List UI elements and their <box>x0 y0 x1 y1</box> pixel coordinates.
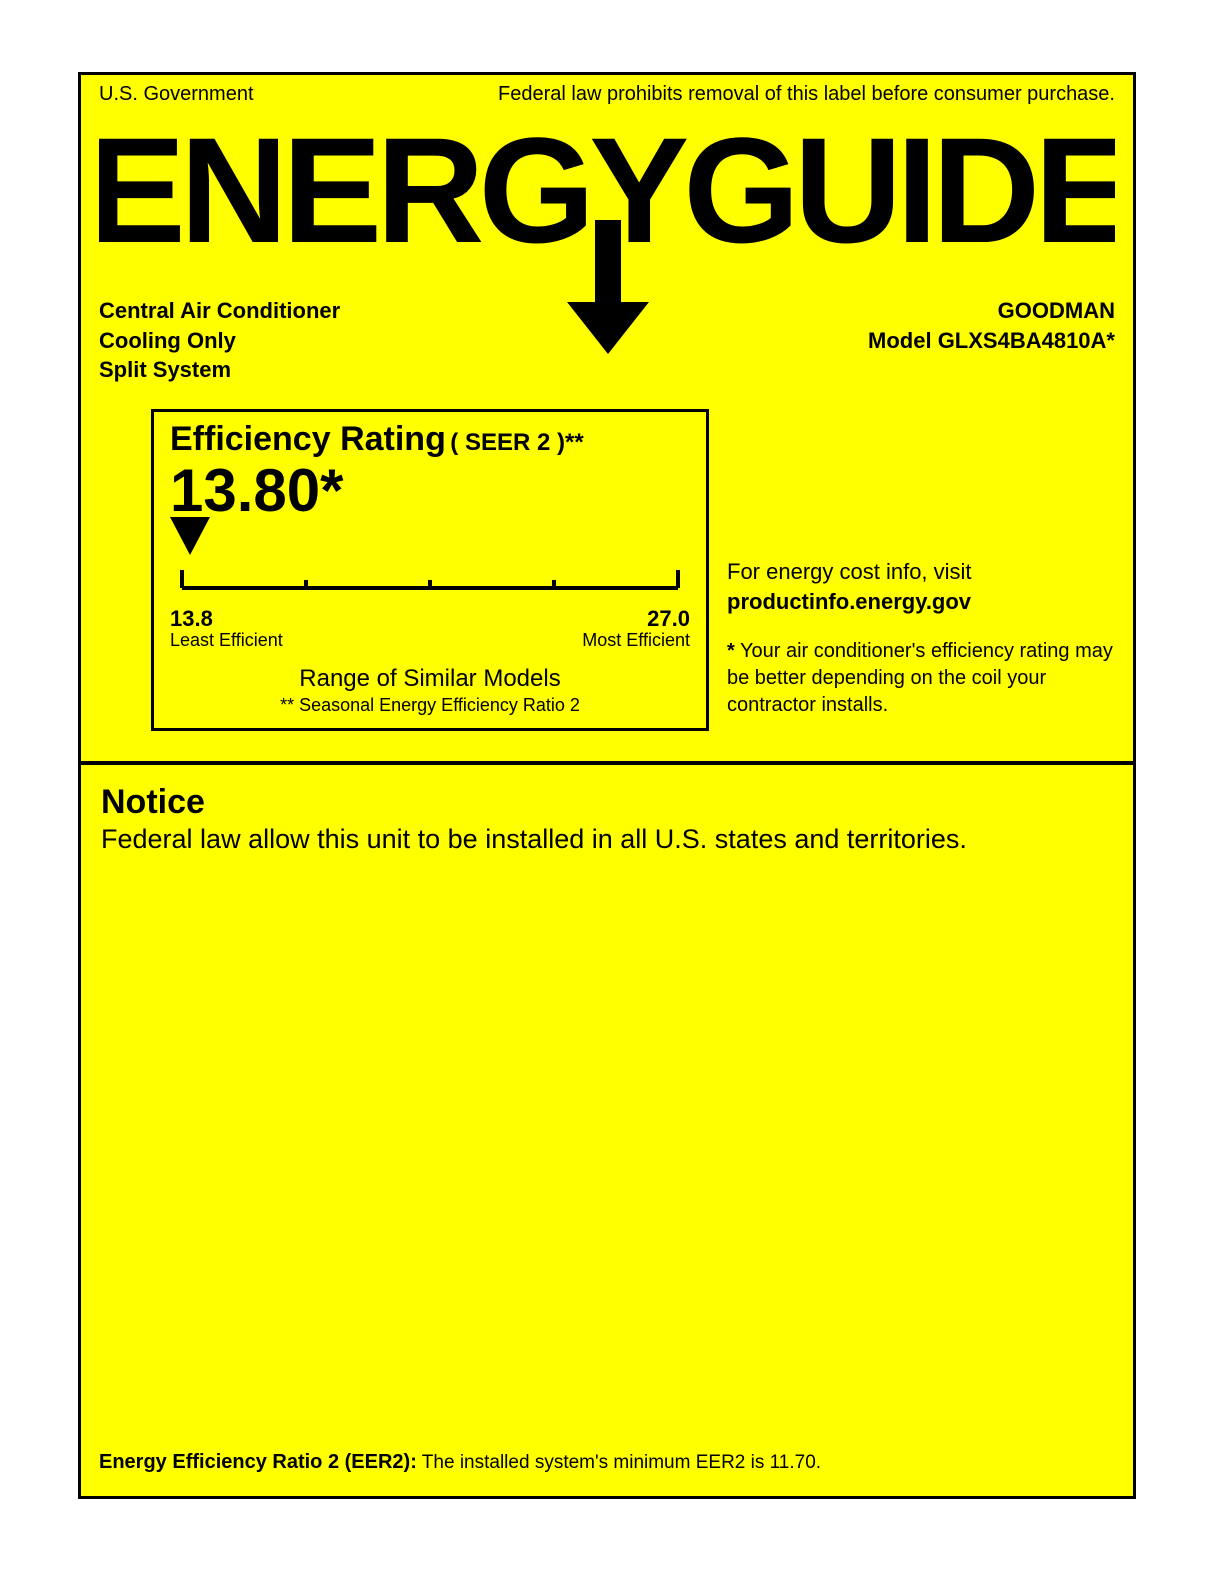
note-text: Your air conditioner's efficiency rating… <box>727 640 1113 716</box>
model: Model GLXS4BA4810A* <box>868 326 1115 356</box>
footer-label: Energy Efficiency Ratio 2 (EER2): <box>99 1451 417 1473</box>
efficiency-scale <box>170 566 690 600</box>
scale-max: 27.0 Most Efficient <box>582 607 690 651</box>
pointer-icon <box>170 517 210 555</box>
brand: GOODMAN <box>868 296 1115 326</box>
energyguide-label: U.S. Government Federal law prohibits re… <box>78 72 1136 1499</box>
range-caption: Range of Similar Models <box>170 665 690 693</box>
scale-max-value: 27.0 <box>582 607 690 631</box>
page: U.S. Government Federal law prohibits re… <box>0 0 1214 1571</box>
product-type-2: Cooling Only <box>99 326 340 356</box>
product-left: Central Air Conditioner Cooling Only Spl… <box>99 296 340 385</box>
scale-min: 13.8 Least Efficient <box>170 607 283 651</box>
header-strip: U.S. Government Federal law prohibits re… <box>81 75 1133 106</box>
rating-subtitle: ( SEER 2 )** <box>450 429 583 456</box>
header-right: Federal law prohibits removal of this la… <box>498 83 1115 106</box>
scale-max-label: Most Efficient <box>582 631 690 651</box>
notice-title: Notice <box>101 783 1113 822</box>
mid-section: Efficiency Rating ( SEER 2 )** 13.80* <box>81 385 1133 761</box>
efficiency-rating-box: Efficiency Rating ( SEER 2 )** 13.80* <box>151 409 709 731</box>
product-type-3: Split System <box>99 355 340 385</box>
footer: Energy Efficiency Ratio 2 (EER2): The in… <box>99 1451 1115 1474</box>
side-text: For energy cost info, visit productinfo.… <box>727 409 1115 719</box>
rating-value: 13.80* <box>170 461 690 521</box>
scale-min-label: Least Efficient <box>170 631 283 651</box>
range-sub: ** Seasonal Energy Efficiency Ratio 2 <box>170 695 690 716</box>
efficiency-note: * Your air conditioner's efficiency rati… <box>727 638 1115 719</box>
cost-info-line: For energy cost info, visit <box>727 557 1115 587</box>
note-star: * <box>727 640 735 662</box>
cost-info-url: productinfo.energy.gov <box>727 587 1115 617</box>
rating-title: Efficiency Rating <box>170 420 446 458</box>
header-left: U.S. Government <box>99 83 254 106</box>
product-type-1: Central Air Conditioner <box>99 296 340 326</box>
scale-min-value: 13.8 <box>170 607 283 631</box>
scale-labels: 13.8 Least Efficient 27.0 Most Efficient <box>170 607 690 651</box>
product-right: GOODMAN Model GLXS4BA4810A* <box>868 296 1115 385</box>
notice-block: Notice Federal law allow this unit to be… <box>81 765 1133 855</box>
footer-text: The installed system's minimum EER2 is 1… <box>417 1452 821 1473</box>
notice-text: Federal law allow this unit to be instal… <box>101 824 1113 855</box>
